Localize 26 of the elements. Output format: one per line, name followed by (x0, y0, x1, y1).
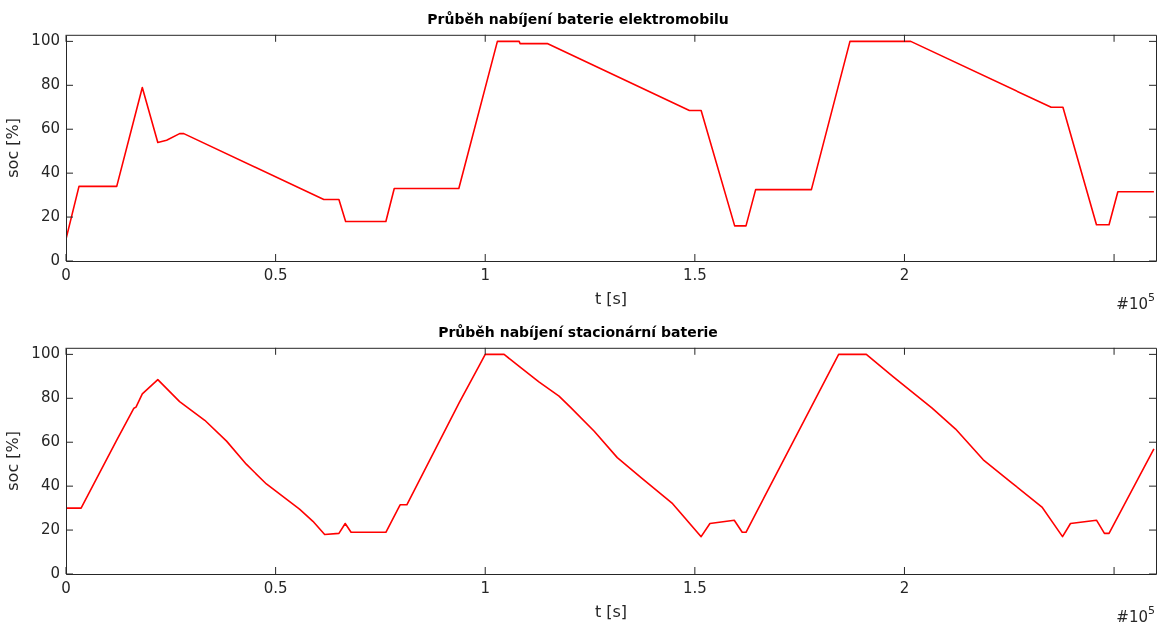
y-axis-title: soc [%] (2, 118, 22, 178)
x-tick-label: 1.5 (682, 578, 707, 597)
y-tick-label: 100 (31, 31, 60, 50)
x-tick-label: 1 (480, 578, 490, 597)
y-tick-label: 0 (50, 250, 60, 269)
chart-title: Průběh nabíjení stacionární baterie (438, 324, 718, 341)
y-tick-label: 100 (31, 344, 60, 363)
x-tick-label: 0.5 (263, 265, 288, 284)
x-tick-label: 2 (899, 578, 910, 597)
x-tick-label: 2 (899, 265, 910, 284)
x-tick-label: 1.5 (682, 265, 707, 284)
chart-title: Průběh nabíjení baterie elektromobilu (427, 11, 729, 28)
x-tick-label: 1 (480, 265, 490, 284)
y-tick-label: 40 (40, 163, 60, 182)
y-tick-label: 80 (40, 75, 60, 94)
y-tick-label: 40 (40, 476, 60, 495)
y-tick-label: 20 (40, 206, 60, 225)
y-tick-label: 60 (40, 119, 60, 138)
y-tick-label: 60 (40, 432, 60, 451)
x-axis-title: t [s] (594, 601, 628, 621)
y-tick-label: 0 (50, 563, 60, 582)
x-tick-label: 0.5 (263, 578, 288, 597)
y-axis-title: soc [%] (2, 431, 22, 491)
y-tick-label: 20 (40, 519, 60, 538)
x-axis-title: t [s] (594, 288, 628, 308)
y-tick-label: 80 (40, 388, 60, 407)
